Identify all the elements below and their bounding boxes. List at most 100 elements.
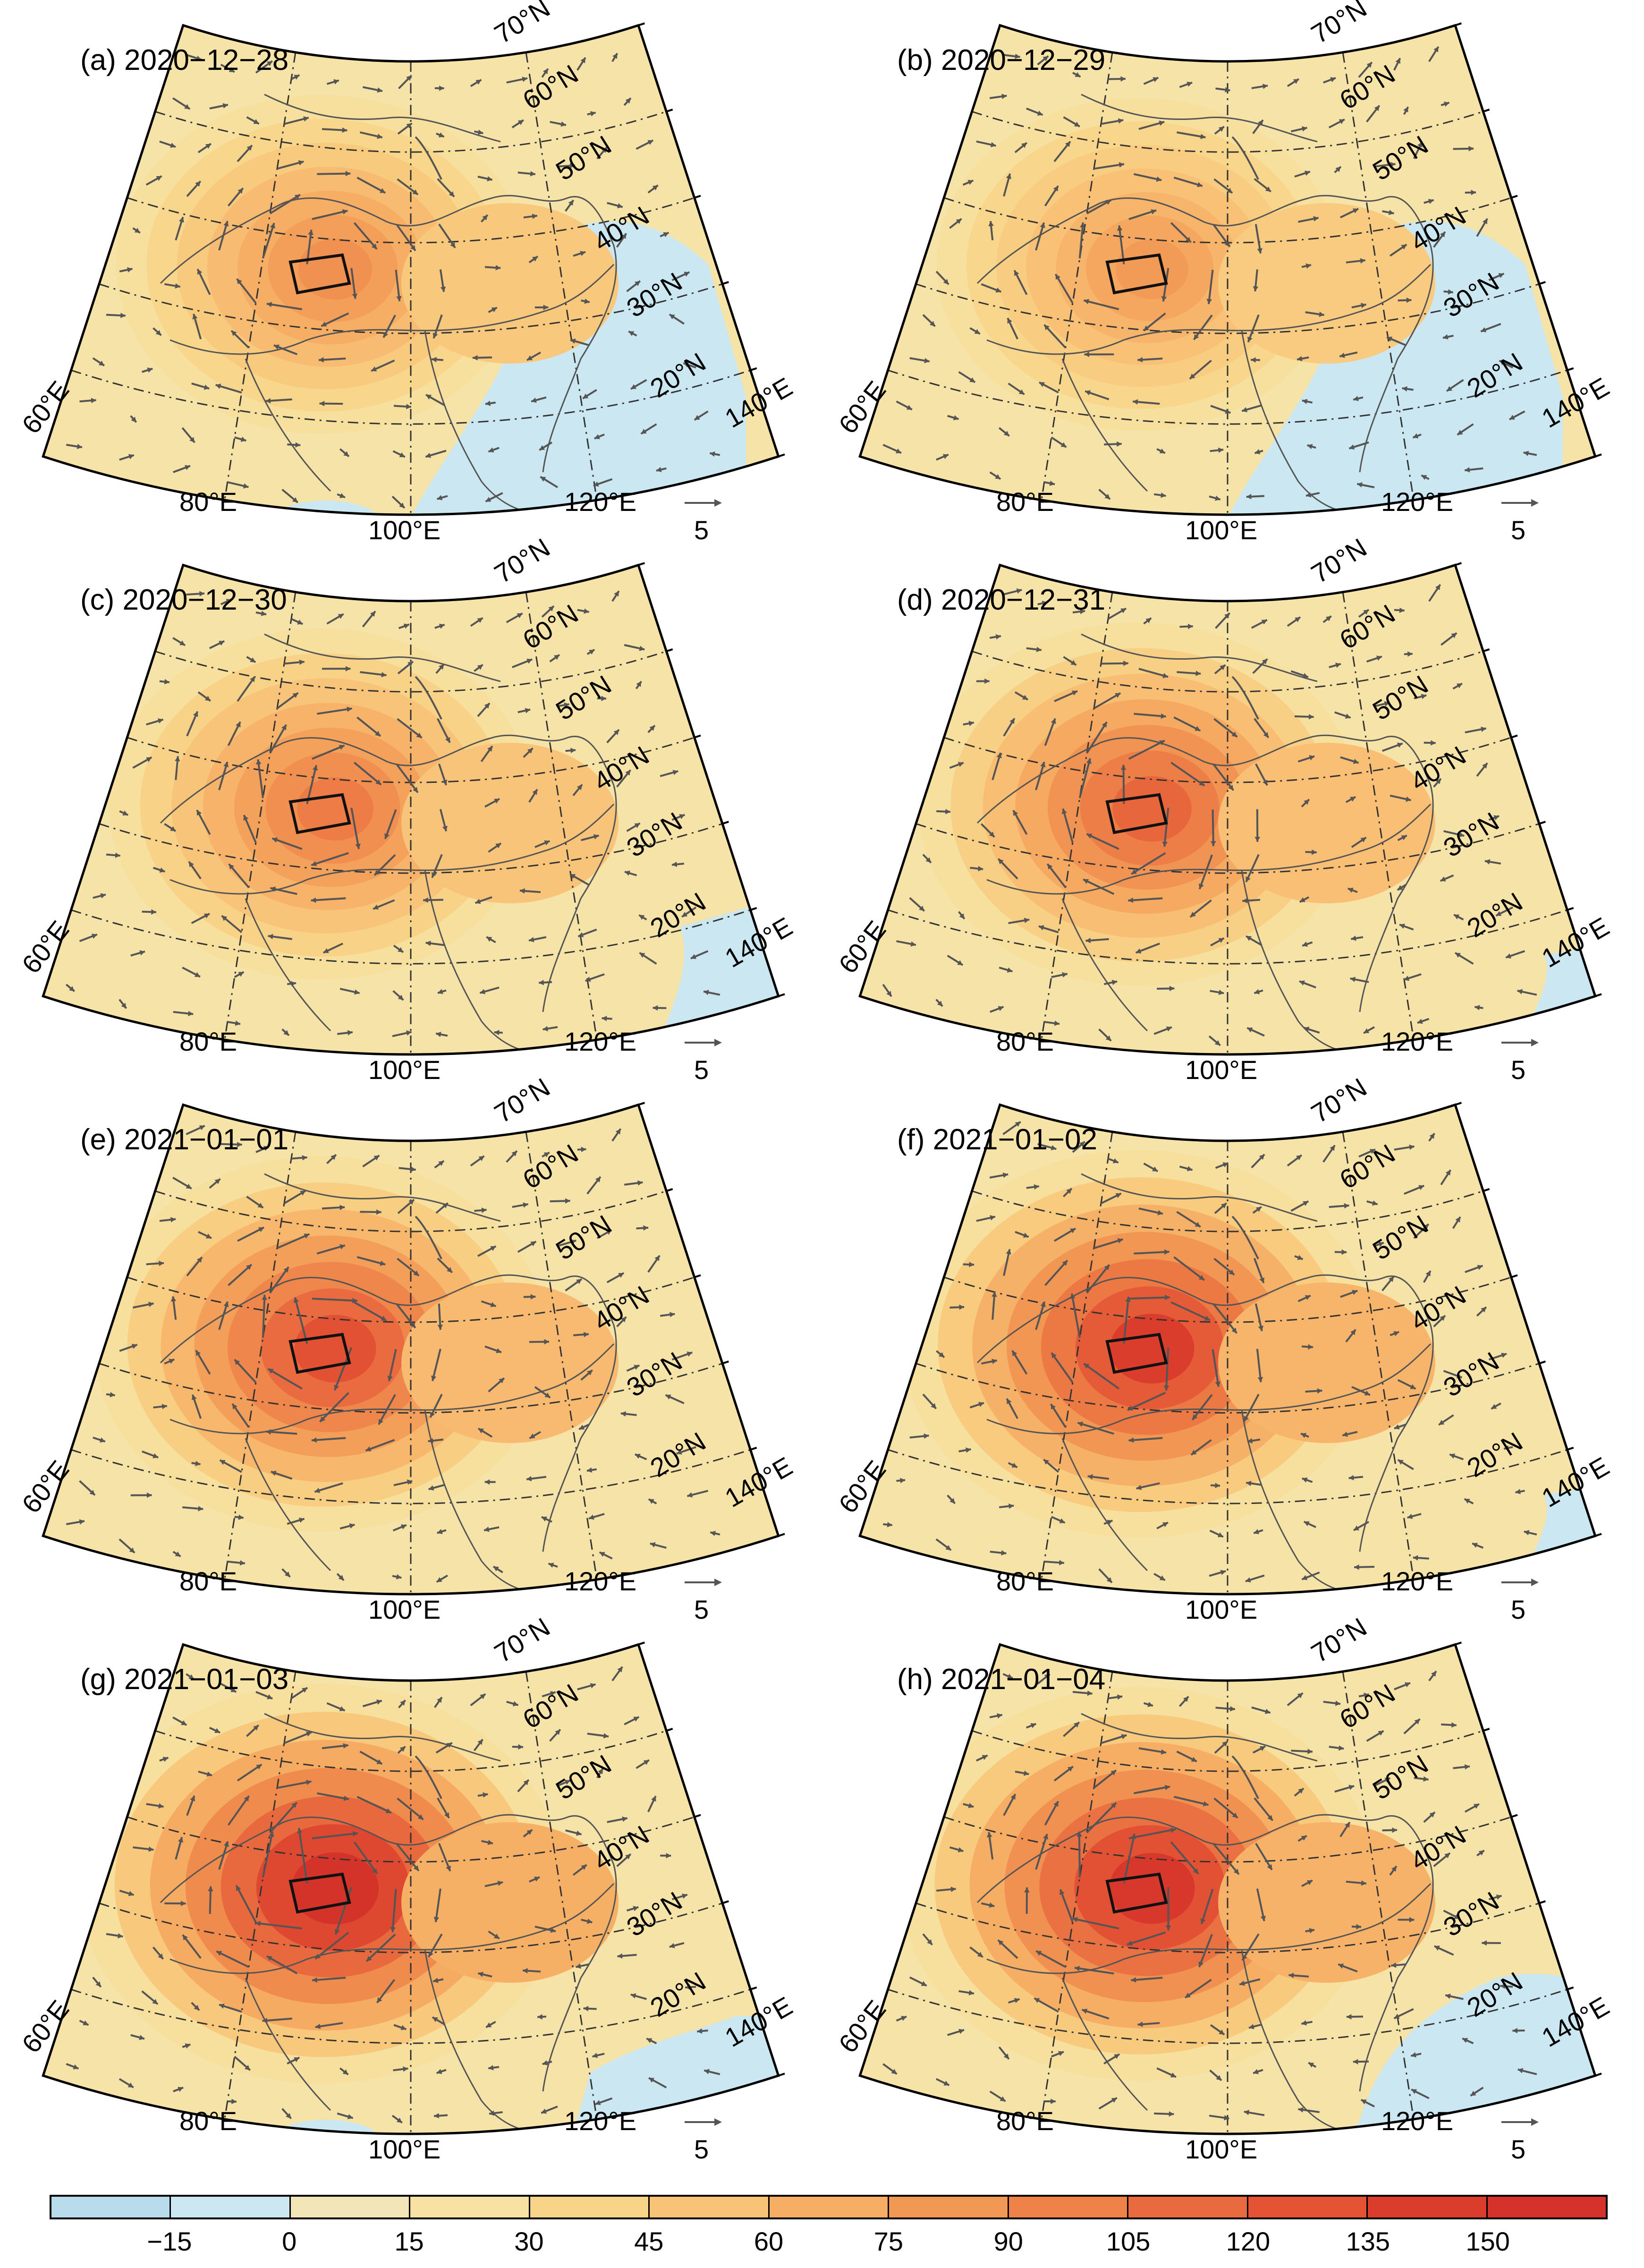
wind-vector-head xyxy=(1451,1722,1457,1728)
wind-vector-head xyxy=(231,331,237,336)
wind-vector-head xyxy=(376,1699,382,1705)
wind-vector-head xyxy=(365,1446,372,1452)
wind-vector xyxy=(269,1266,289,1294)
wind-vector-head xyxy=(488,2065,494,2071)
wind-vector-head xyxy=(606,1230,612,1235)
wind-vector-head xyxy=(1262,84,1268,89)
wind-vector-head xyxy=(373,1155,380,1161)
longitude-label: 100°E xyxy=(368,1595,441,1624)
wind-vector-head xyxy=(319,400,325,407)
wind-vector-head xyxy=(1225,87,1230,93)
longitude-label: 120°E xyxy=(564,1027,637,1056)
wind-vector-head xyxy=(1524,1530,1530,1536)
wind-vector-head xyxy=(683,362,689,367)
wind-vector xyxy=(1123,1296,1130,1344)
wind-vector-head xyxy=(924,358,930,364)
wind-vector-head xyxy=(710,1530,716,1537)
wind-vector-head xyxy=(345,170,351,177)
wind-vector xyxy=(267,1368,303,1390)
positive-anomaly-contour xyxy=(401,1283,619,1443)
wind-vector xyxy=(1198,1934,1213,1968)
wind-vector-head xyxy=(406,75,412,81)
wind-vector-head xyxy=(475,899,481,904)
wind-vector xyxy=(396,224,416,252)
wind-vector-head xyxy=(512,1701,518,1707)
wind-vector xyxy=(1093,692,1121,710)
wind-vector-head xyxy=(343,1743,348,1749)
wind-vector-head xyxy=(541,1516,547,1522)
wind-vector-head xyxy=(710,451,715,457)
wind-vector-head xyxy=(298,1517,305,1523)
wind-vector-head xyxy=(238,972,244,977)
wind-vector-head xyxy=(599,1552,605,1557)
wind-vector-head xyxy=(1244,2110,1250,2115)
wind-vector-head xyxy=(425,941,431,946)
wind-vector-head xyxy=(1144,325,1150,331)
wind-vector-head xyxy=(1199,781,1205,786)
wind-vector-head xyxy=(399,1746,406,1752)
wind-vector-head xyxy=(155,330,161,336)
wind-vector-head xyxy=(412,189,418,195)
wind-vector-head xyxy=(543,305,549,310)
wind-vector-head xyxy=(586,1370,593,1376)
wind-vector-head xyxy=(1297,1693,1303,1699)
wind-vector-head xyxy=(1007,1398,1012,1404)
wind-vector-head xyxy=(380,188,386,193)
wind-vector-head xyxy=(179,640,186,646)
wind-vector-head xyxy=(1053,186,1059,192)
wind-vector-head xyxy=(1187,623,1193,629)
wind-vector-head xyxy=(1023,1232,1029,1238)
wind-vector-head xyxy=(76,443,82,450)
wind-vector-head xyxy=(598,1768,603,1775)
wind-vector-head xyxy=(630,1993,636,1999)
wind-vector-head xyxy=(990,142,996,148)
longitude-label: 120°E xyxy=(1381,2106,1454,2136)
wind-vector-head xyxy=(1136,1485,1142,1490)
wind-vector-head xyxy=(262,1295,267,1300)
wind-vector-head xyxy=(586,1467,593,1473)
wind-vector-head xyxy=(594,434,600,440)
wind-vector-head xyxy=(1253,2069,1259,2074)
wind-vector-head xyxy=(1186,1166,1193,1172)
country-border xyxy=(160,1814,615,1903)
wind-vector-head xyxy=(416,732,422,738)
wind-vector-head xyxy=(232,1403,237,1410)
wind-vector-head xyxy=(1302,1575,1308,1580)
positive-anomaly-contour xyxy=(1109,1852,1195,1924)
wind-vector-head xyxy=(1498,273,1504,278)
wind-vector-head xyxy=(192,314,198,320)
wind-vector-head xyxy=(995,634,1001,640)
wind-vector-head xyxy=(576,1963,581,1969)
wind-vector-head xyxy=(1022,695,1028,700)
wind-vector-head xyxy=(158,1953,163,1959)
wind-vector-head xyxy=(375,779,381,785)
wind-vector-head xyxy=(1105,200,1111,205)
wind-vector-head xyxy=(603,1733,609,1739)
country-border xyxy=(542,1325,617,1552)
wind-vector-head xyxy=(203,384,210,390)
wind-vector-head xyxy=(1421,694,1427,699)
wind-vector-head xyxy=(266,302,272,307)
wind-vector-head xyxy=(1006,173,1011,179)
wind-vector-head xyxy=(1062,972,1068,978)
wind-vector-head xyxy=(648,1499,654,1504)
wind-vector-head xyxy=(523,1202,528,1208)
latitude-tick xyxy=(638,1641,645,1646)
wind-vector-head xyxy=(1411,2089,1417,2094)
wind-vector-head xyxy=(1151,209,1157,215)
wind-vector-head xyxy=(1015,1121,1021,1127)
wind-vector xyxy=(262,2017,292,2022)
wind-vector-head xyxy=(1288,1972,1294,1979)
latitude-tick xyxy=(1595,1533,1602,1537)
wind-vector-head xyxy=(1346,2014,1352,2020)
wind-vector xyxy=(319,1392,349,1423)
wind-vector-head xyxy=(1455,1216,1460,1223)
latitude-tick xyxy=(638,1102,645,1106)
wind-vector-head xyxy=(262,2018,268,2023)
wind-vector-head xyxy=(580,251,586,256)
wind-vector-head xyxy=(372,1868,377,1874)
wind-vector-head xyxy=(1216,2075,1222,2081)
map-frame xyxy=(858,24,1597,516)
wind-vector-head xyxy=(570,748,576,754)
wind-vector-head xyxy=(1162,841,1168,847)
